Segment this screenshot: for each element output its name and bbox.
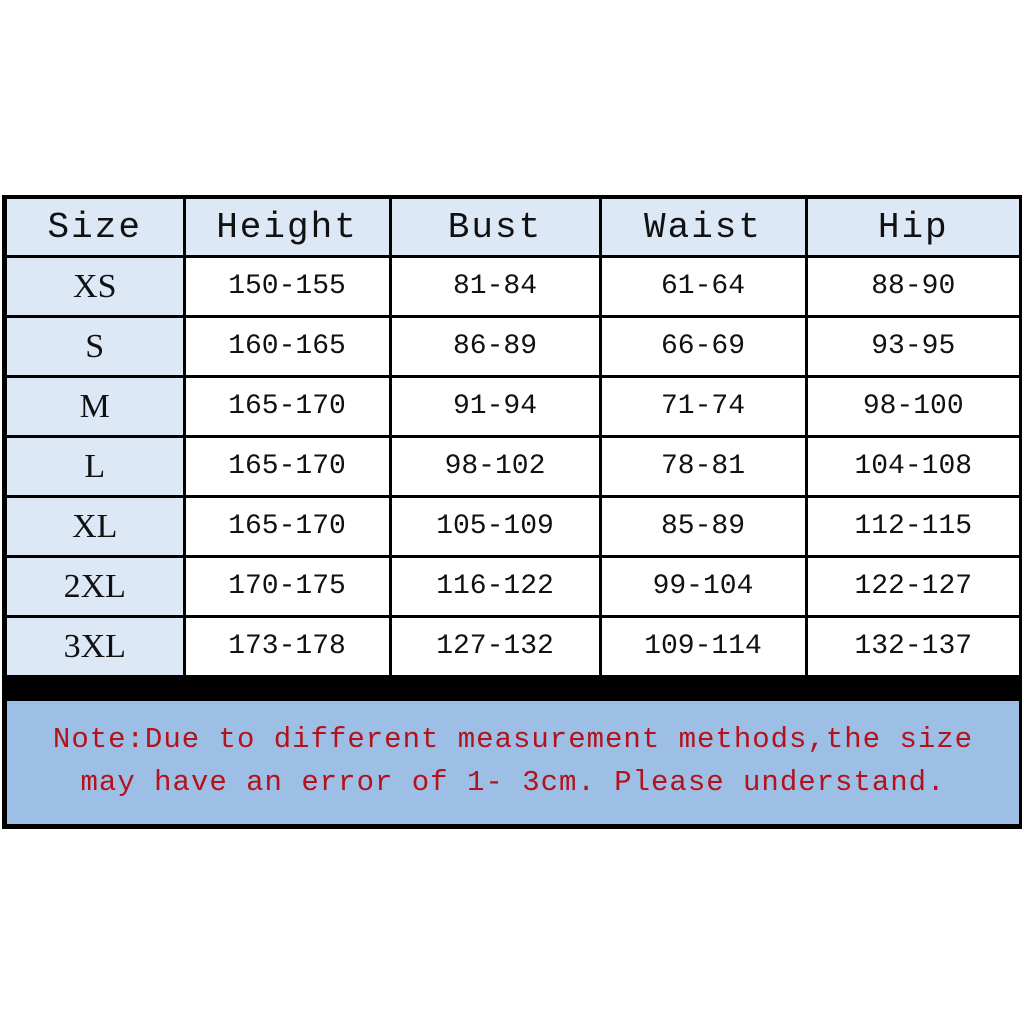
header-row: Size Height Bust Waist Hip [7, 199, 1019, 258]
cell-waist: 85-89 [598, 495, 808, 558]
cell-hip: 98-100 [804, 375, 1019, 438]
header-waist: Waist [598, 199, 808, 258]
cell-bust: 86-89 [388, 315, 602, 378]
header-size: Size [7, 199, 186, 258]
cell-waist: 66-69 [598, 315, 808, 378]
cell-hip: 88-90 [804, 255, 1019, 318]
cell-height: 160-165 [182, 315, 392, 378]
table-row: 2XL 170-175 116-122 99-104 122-127 [7, 555, 1019, 618]
cell-waist: 61-64 [598, 255, 808, 318]
note-line-1: Note:Due to different measurement method… [52, 723, 974, 756]
cell-size: 2XL [7, 555, 186, 618]
table-row: L 165-170 98-102 78-81 104-108 [7, 435, 1019, 498]
cell-hip: 132-137 [804, 615, 1019, 678]
note-box: Note:Due to different measurement method… [7, 701, 1019, 824]
cell-hip: 93-95 [804, 315, 1019, 378]
cell-bust: 105-109 [388, 495, 602, 558]
cell-waist: 78-81 [598, 435, 808, 498]
cell-waist: 99-104 [598, 555, 808, 618]
cell-size: XL [7, 495, 186, 558]
cell-waist: 71-74 [598, 375, 808, 438]
cell-bust: 81-84 [388, 255, 602, 318]
table-row: 3XL 173-178 127-132 109-114 132-137 [7, 615, 1019, 678]
table-row: S 160-165 86-89 66-69 93-95 [7, 315, 1019, 378]
cell-height: 170-175 [182, 555, 392, 618]
cell-bust: 98-102 [388, 435, 602, 498]
cell-height: 165-170 [182, 495, 392, 558]
header-hip: Hip [804, 199, 1019, 258]
cell-height: 173-178 [182, 615, 392, 678]
table-row: XL 165-170 105-109 85-89 112-115 [7, 495, 1019, 558]
cell-size: L [7, 435, 186, 498]
table-row: XS 150-155 81-84 61-64 88-90 [7, 255, 1019, 318]
table-row: M 165-170 91-94 71-74 98-100 [7, 375, 1019, 438]
size-table: Size Height Bust Waist Hip XS 150-155 81-8… [7, 199, 1019, 678]
cell-height: 150-155 [182, 255, 392, 318]
cell-size: 3XL [7, 615, 186, 678]
cell-bust: 127-132 [388, 615, 602, 678]
cell-size: XS [7, 255, 186, 318]
cell-waist: 109-114 [598, 615, 808, 678]
cell-bust: 116-122 [388, 555, 602, 618]
cell-height: 165-170 [182, 375, 392, 438]
note-line-2: may have an error of 1- 3cm. Please unde… [80, 766, 946, 799]
header-bust: Bust [388, 199, 602, 258]
cell-height: 165-170 [182, 435, 392, 498]
cell-bust: 91-94 [388, 375, 602, 438]
cell-size: M [7, 375, 186, 438]
cell-hip: 122-127 [804, 555, 1019, 618]
cell-size: S [7, 315, 186, 378]
cell-hip: 112-115 [804, 495, 1019, 558]
header-height: Height [182, 199, 392, 258]
cell-hip: 104-108 [804, 435, 1019, 498]
size-chart: Size Height Bust Waist Hip XS 150-155 81-8… [2, 195, 1022, 829]
